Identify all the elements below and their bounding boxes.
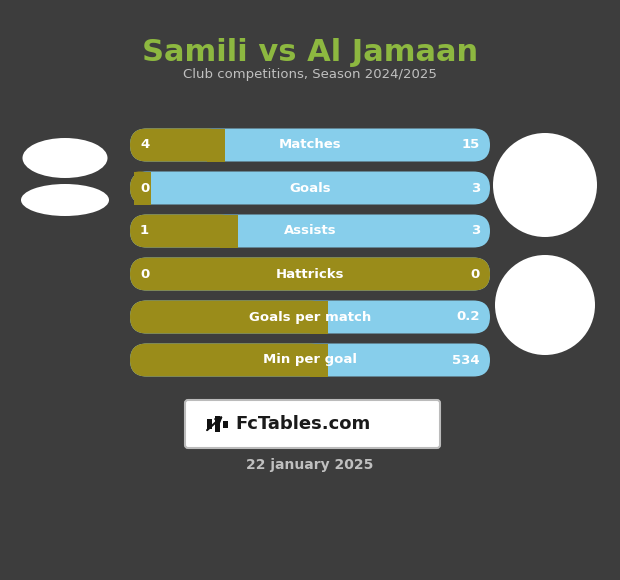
Text: 4: 4 <box>140 139 149 151</box>
Bar <box>208 129 225 161</box>
FancyBboxPatch shape <box>130 300 490 333</box>
Text: 15: 15 <box>462 139 480 151</box>
FancyBboxPatch shape <box>130 258 490 291</box>
FancyBboxPatch shape <box>130 258 490 291</box>
FancyBboxPatch shape <box>130 172 490 205</box>
Text: Assists: Assists <box>284 224 336 237</box>
FancyBboxPatch shape <box>130 129 490 161</box>
Text: 0: 0 <box>471 267 480 281</box>
Text: FcTables.com: FcTables.com <box>235 415 370 433</box>
Text: 0: 0 <box>140 267 149 281</box>
FancyBboxPatch shape <box>185 400 440 448</box>
Text: 22 january 2025: 22 january 2025 <box>246 458 374 472</box>
Bar <box>133 172 151 205</box>
FancyBboxPatch shape <box>130 343 327 376</box>
Text: Goals: Goals <box>289 182 331 194</box>
Text: 1: 1 <box>140 224 149 237</box>
FancyBboxPatch shape <box>130 129 224 161</box>
FancyBboxPatch shape <box>130 172 150 205</box>
Text: Club competitions, Season 2024/2025: Club competitions, Season 2024/2025 <box>183 68 437 81</box>
Bar <box>220 215 237 248</box>
Bar <box>223 420 228 427</box>
Text: Samili vs Al Jamaan: Samili vs Al Jamaan <box>142 38 478 67</box>
Text: Min per goal: Min per goal <box>263 353 357 367</box>
Text: Goals per match: Goals per match <box>249 310 371 324</box>
FancyBboxPatch shape <box>130 300 327 333</box>
Text: 534: 534 <box>453 353 480 367</box>
FancyBboxPatch shape <box>130 215 236 248</box>
FancyBboxPatch shape <box>130 343 490 376</box>
Text: 3: 3 <box>471 182 480 194</box>
Bar <box>310 343 327 376</box>
Bar <box>310 300 327 333</box>
Text: Matches: Matches <box>278 139 342 151</box>
Circle shape <box>495 255 595 355</box>
Circle shape <box>493 133 597 237</box>
Text: 0.2: 0.2 <box>456 310 480 324</box>
Ellipse shape <box>21 184 109 216</box>
Text: 0: 0 <box>140 182 149 194</box>
Bar <box>215 416 220 432</box>
FancyBboxPatch shape <box>130 215 490 248</box>
Ellipse shape <box>22 138 107 178</box>
Text: 3: 3 <box>471 224 480 237</box>
Text: Hattricks: Hattricks <box>276 267 344 281</box>
Bar <box>207 419 212 429</box>
